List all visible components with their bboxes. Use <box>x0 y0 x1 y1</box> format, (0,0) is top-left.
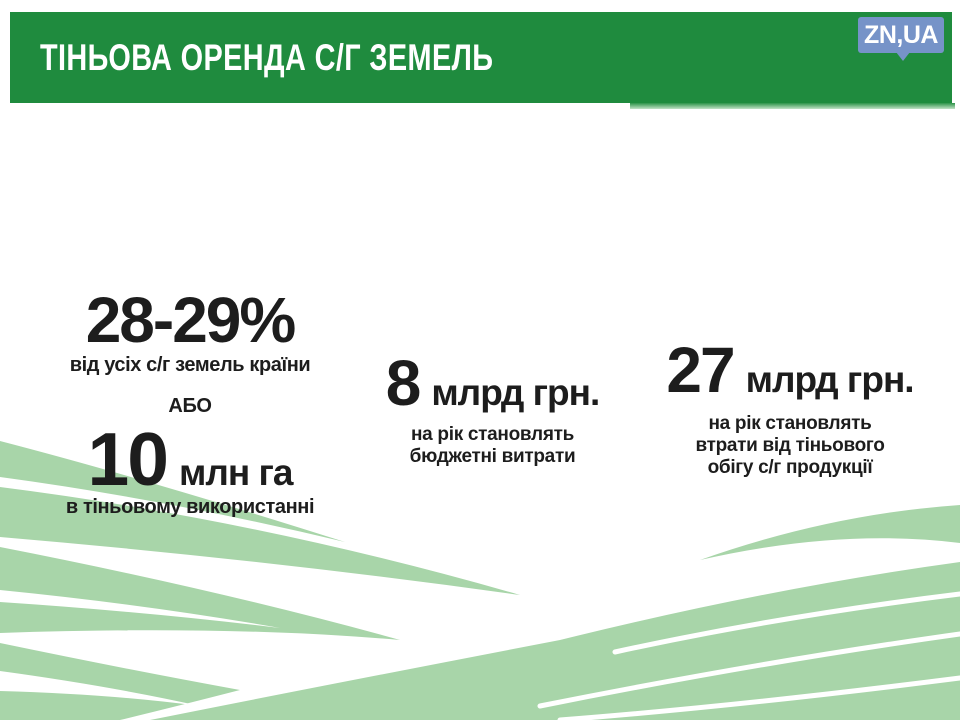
budget-value: 8 <box>385 347 422 419</box>
stat-block-budget: 8 млрд грн. на рік становлять бюджетні в… <box>355 347 630 468</box>
budget-value-row: 8 млрд грн. <box>355 347 630 419</box>
land-area-value-row: 10 млн га <box>30 417 350 501</box>
losses-unit: млрд грн. <box>745 359 915 400</box>
stat-block-losses: 27 млрд грн. на рік становлять втрати ві… <box>630 334 950 479</box>
left-hill-band-3 <box>0 547 400 640</box>
left-hill-crest-band <box>0 441 345 542</box>
budget-label-line2: бюджетні витрати <box>409 446 576 467</box>
left-furrow-streak-2 <box>0 671 200 706</box>
losses-label-line1: на рік становлять <box>708 413 872 434</box>
losses-value-row: 27 млрд грн. <box>630 334 950 406</box>
land-share-value: 28-29% <box>85 284 297 356</box>
budget-unit: млрд грн. <box>431 372 600 413</box>
right-furrow-streak-2 <box>537 631 960 709</box>
losses-value: 27 <box>666 334 735 406</box>
land-area-unit: млн га <box>178 452 293 493</box>
land-area-value: 10 <box>87 417 169 501</box>
left-furrow-streak-1 <box>0 590 280 628</box>
right-hill-crest-band <box>700 505 960 560</box>
right-furrow-streak-3 <box>557 675 960 720</box>
page-title: ТІНЬОВА ОРЕНДА С/Г ЗЕМЕЛЬ <box>40 36 494 78</box>
left-hill-band-4 <box>0 643 240 720</box>
losses-label-line2: втрати від тіньового <box>695 435 885 456</box>
znua-logo: ZN,UA <box>858 17 944 61</box>
header-bar: ТІНЬОВА ОРЕНДА С/Г ЗЕМЕЛЬ <box>10 12 952 103</box>
right-furrow-streak-1 <box>612 591 960 655</box>
stat-block-land-share: 28-29% від усіх с/г земель країни АБО 10… <box>30 284 350 519</box>
land-share-label: від усіх с/г земель країни <box>69 354 311 376</box>
land-area-label: в тіньовому використанні <box>65 496 315 518</box>
header-accent-strip <box>630 103 955 109</box>
left-hill-band-2 <box>0 487 520 595</box>
connector-label: АБО <box>168 395 212 417</box>
right-hill-mass <box>150 562 960 720</box>
znua-logo-text: ZN,UA <box>864 20 938 49</box>
budget-label-line1: на рік становлять <box>411 424 574 445</box>
losses-label-line3: обігу с/г продукції <box>707 457 873 478</box>
znua-logo-bubble-tail <box>896 52 910 61</box>
